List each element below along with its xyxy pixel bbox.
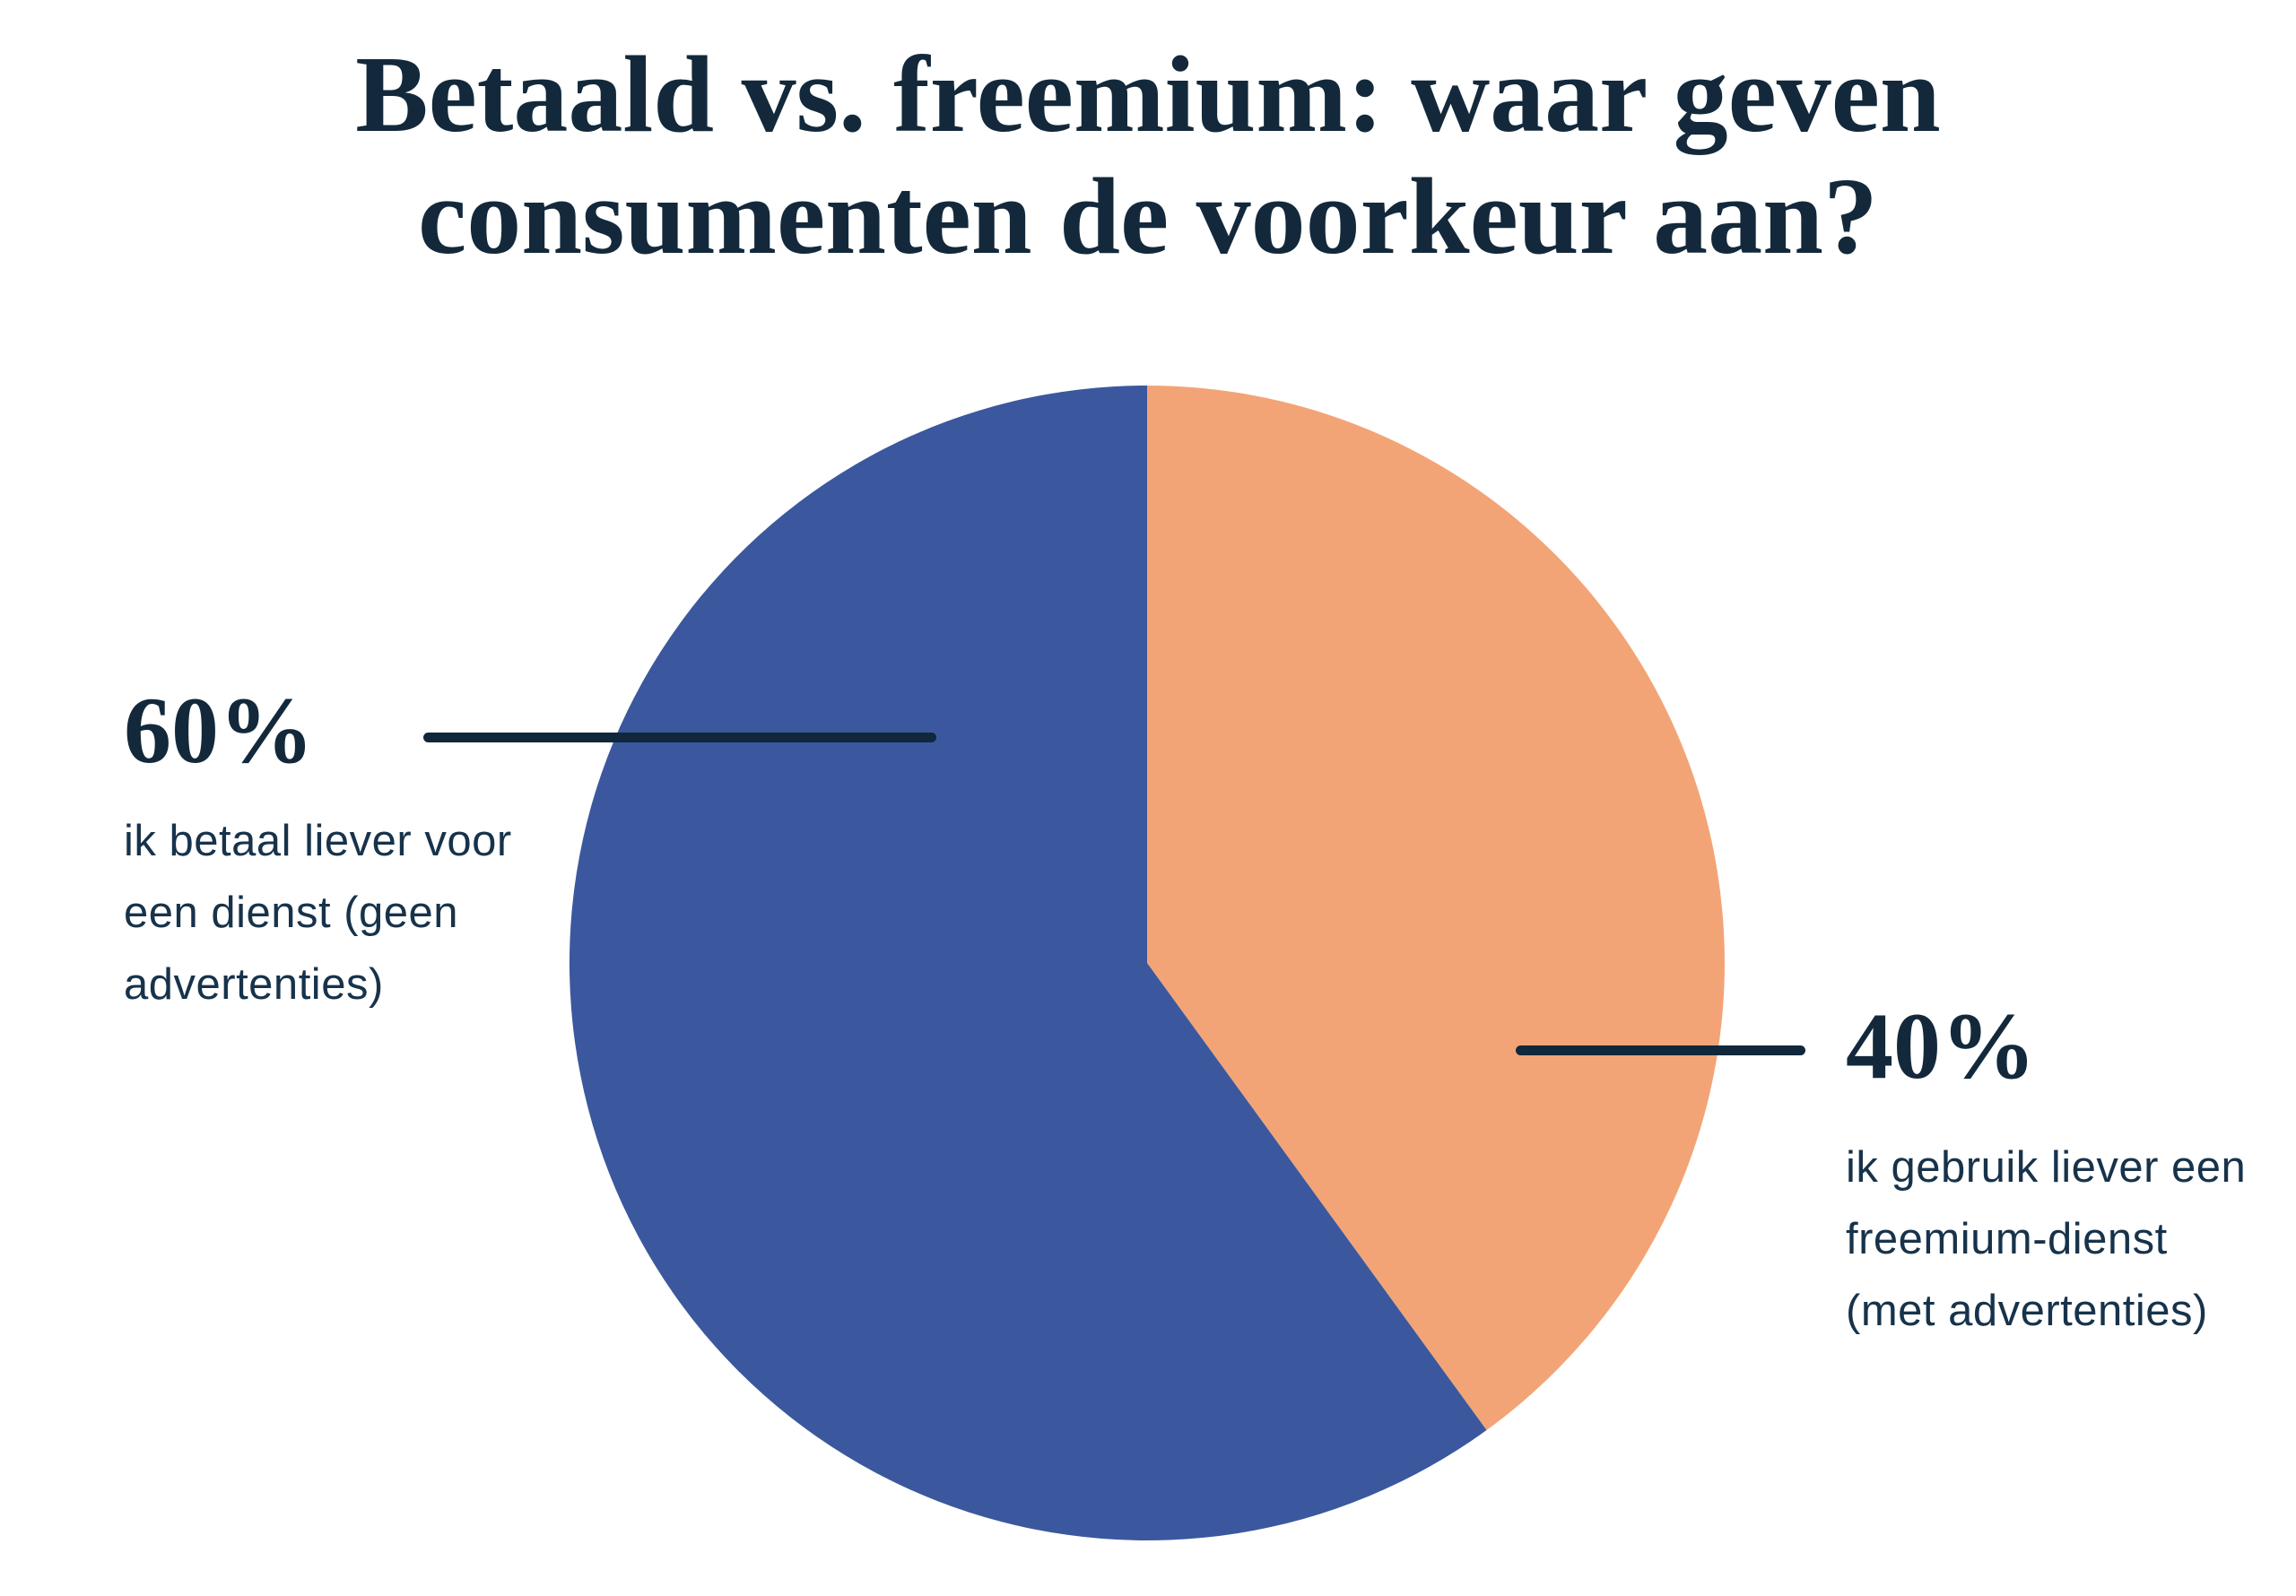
slice-description-60: ik betaal liever voor een dienst (geen a… [124,805,626,1020]
chart-title: Betaald vs. freemium: waar geven consume… [0,34,2296,278]
slice-description-60-line3: advertenties) [124,960,384,1009]
chart-title-line1: Betaald vs. freemium: waar geven [355,34,1941,155]
pct-label-60: 60% [124,678,314,783]
leader-line-60 [423,733,936,742]
slice-description-60-line1: ik betaal liever voor [124,817,512,865]
slice-description-60-line2: een dienst (geen [124,889,459,937]
leader-line-40 [1516,1045,1805,1055]
pie-slice-40pct [1147,386,1725,1430]
slice-description-40-line2: freemium-dienst [1846,1215,2168,1263]
pie-slice-60pct [569,386,1487,1540]
chart-title-line2: consumenten de voorkeur aan? [418,156,1878,277]
slice-description-40: ik gebruik liever een freemium-dienst (m… [1846,1132,2296,1347]
slice-description-40-line1: ik gebruik liever een [1846,1143,2247,1192]
pct-label-40: 40% [1846,993,2036,1098]
slice-description-40-line3: (met advertenties) [1846,1287,2208,1335]
